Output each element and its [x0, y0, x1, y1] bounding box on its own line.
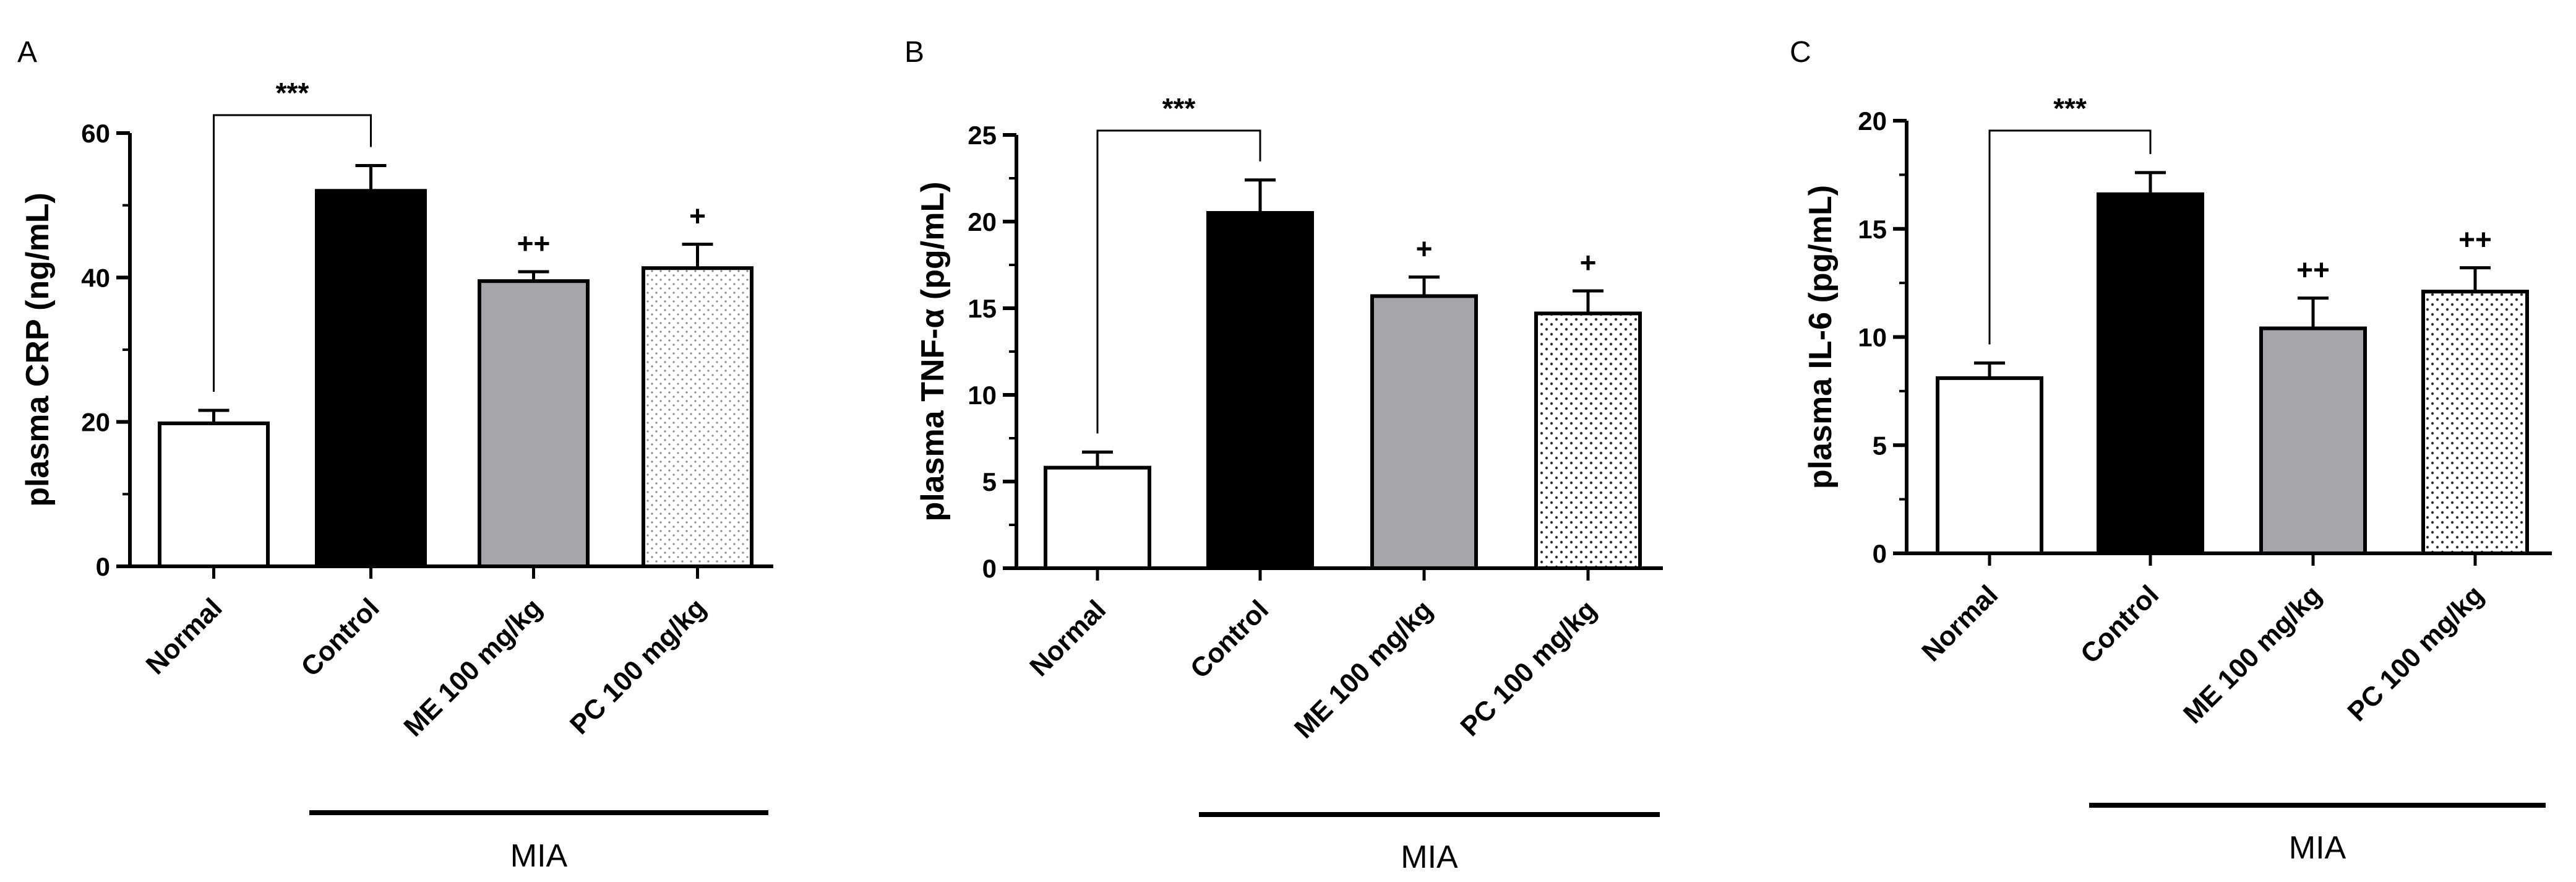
significance-marker: ++ [2458, 223, 2492, 256]
category-label: Normal [140, 592, 228, 680]
bar [2421, 290, 2529, 555]
y-tick-label: 10 [1858, 323, 1887, 352]
panel-letter: B [904, 36, 924, 69]
category-label: Control [295, 592, 385, 682]
category-label: Normal [1024, 594, 1112, 682]
bar [1370, 294, 1478, 570]
significance-marker: + [1416, 233, 1433, 265]
category-label: Control [2075, 579, 2165, 669]
group-label: MIA [2289, 830, 2346, 866]
y-tick-label: 0 [1873, 539, 1887, 568]
y-tick-label: 10 [968, 381, 997, 410]
bar [1206, 211, 1314, 570]
significance-bracket [1096, 129, 1261, 434]
group-label: MIA [1401, 839, 1458, 875]
significance-marker: + [689, 200, 706, 232]
y-tick-label: 15 [1858, 215, 1887, 244]
y-axis-label: plasma CRP (ng/mL) [20, 192, 56, 507]
y-axis-label: plasma TNF-α (pg/mL) [915, 181, 951, 521]
category-label: Normal [1916, 579, 2004, 667]
y-tick-label: 60 [81, 119, 110, 148]
significance-label: *** [1162, 92, 1196, 124]
bar [315, 189, 427, 569]
y-tick-label: 40 [81, 263, 110, 292]
bar [1534, 311, 1642, 570]
significance-marker: ++ [2296, 254, 2330, 286]
significance-marker: ++ [517, 227, 551, 259]
category-label: PC 100 mg/kg [1454, 594, 1602, 742]
y-tick-label: 15 [968, 294, 997, 323]
significance-bracket [1988, 129, 2152, 345]
panel-letter: C [1790, 36, 1811, 69]
y-tick-label: 0 [982, 554, 997, 583]
category-label: ME 100 mg/kg [398, 592, 547, 742]
significance-bracket [213, 114, 372, 392]
y-tick-label: 5 [982, 467, 997, 496]
bar [158, 422, 270, 568]
category-label: ME 100 mg/kg [1289, 594, 1438, 744]
y-tick-label: 20 [1858, 106, 1887, 136]
category-label: PC 100 mg/kg [2342, 579, 2489, 727]
bar [642, 266, 753, 568]
bar [1936, 376, 2043, 556]
category-label: ME 100 mg/kg [2178, 579, 2327, 729]
chart-panel-a: A 0 20 40 60 plasma CRP (ng/mL) Normal Control +… [17, 36, 773, 874]
group-label: MIA [510, 838, 568, 874]
chart-panel-c: C 0 5 10 15 20 plasma IL-6 (pg/mL) Normal Contro… [1790, 36, 2552, 866]
significance-marker: + [1580, 246, 1597, 279]
y-tick-label: 0 [96, 552, 110, 581]
bar [2097, 192, 2204, 555]
y-tick-label: 20 [968, 207, 997, 236]
chart-panel-b: B 0 5 10 15 20 25 plasma TNF-α (pg/mL) Normal Con… [904, 36, 1663, 875]
significance-label: *** [2053, 92, 2087, 124]
category-label: Control [1185, 594, 1274, 684]
significance-label: *** [276, 77, 309, 109]
bar [478, 279, 590, 568]
panel-letter: A [17, 36, 37, 69]
y-tick-label: 5 [1873, 431, 1887, 460]
category-label: PC 100 mg/kg [564, 592, 712, 740]
y-tick-label: 25 [968, 121, 997, 150]
bar [2259, 326, 2367, 556]
bar [1044, 465, 1151, 570]
y-tick-label: 20 [81, 408, 110, 437]
y-axis-label: plasma IL-6 (pg/mL) [1803, 185, 1839, 489]
